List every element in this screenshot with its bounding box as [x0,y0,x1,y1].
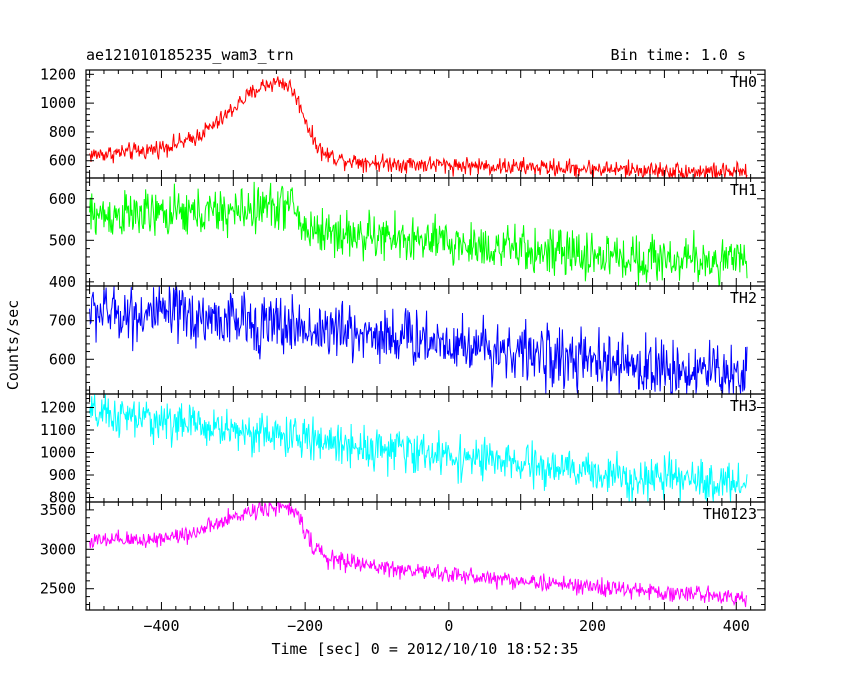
series-label-th0123: TH0123 [703,505,757,523]
chart-title: ae121010185235_wam3_trn [86,46,294,64]
panel-th2: TH2 600 700 [49,285,766,396]
series-line-th0123 [89,501,748,608]
series-label-th1: TH1 [730,181,757,199]
bin-time-label: Bin time: 1.0 s [611,46,746,64]
y-tick-label: 1200 [40,65,76,83]
series-line-th1 [89,181,748,288]
y-tick-label: 600 [49,152,76,170]
y-tick-label: 400 [49,273,76,291]
series-line-th0 [89,76,748,180]
series-line-th2 [89,286,748,396]
x-axis-label: Time [sec] 0 = 2012/10/10 18:52:35 [271,640,578,658]
series-label-th2: TH2 [730,289,757,307]
y-tick-label: 500 [49,231,76,249]
y-tick-label: 1200 [40,399,76,417]
x-tick-label: −400 [143,617,179,635]
y-tick-label: 700 [49,312,76,330]
x-tick-label: 200 [579,617,606,635]
x-tick-label: 400 [723,617,750,635]
y-tick-label: 3000 [40,540,76,558]
x-tick-label: 0 [444,617,453,635]
y-tick-label: 1100 [40,421,76,439]
panel-th1: TH1 400 500 600 [49,177,766,291]
panel-th3: TH3 800 900 1000 1100 1200 [40,393,766,507]
x-tick-labels: −400 −200 0 200 400 [143,617,749,635]
x-tick-label: −200 [287,617,323,635]
panels: TH060080010001200TH1400500600TH2600700TH… [40,65,766,611]
y-tick-label: 2500 [40,580,76,598]
series-label-th3: TH3 [730,397,757,415]
series-line-th3 [89,394,748,502]
y-tick-label: 900 [49,466,76,484]
y-tick-label: 800 [49,123,76,141]
y-axis-label: Counts/sec [4,300,22,390]
y-tick-label: 600 [49,190,76,208]
panel-th0: TH0 600 800 1000 1200 [40,65,766,180]
series-label-th0: TH0 [730,73,757,91]
y-tick-label: 3500 [40,501,76,519]
y-tick-label: 1000 [40,94,76,112]
panel-frame [85,501,766,611]
panel-th0123: TH0123 2500 3000 3500 [40,501,766,611]
y-tick-label: 1000 [40,444,76,462]
y-tick-label: 600 [49,350,76,368]
y-tick-label: 800 [49,489,76,507]
